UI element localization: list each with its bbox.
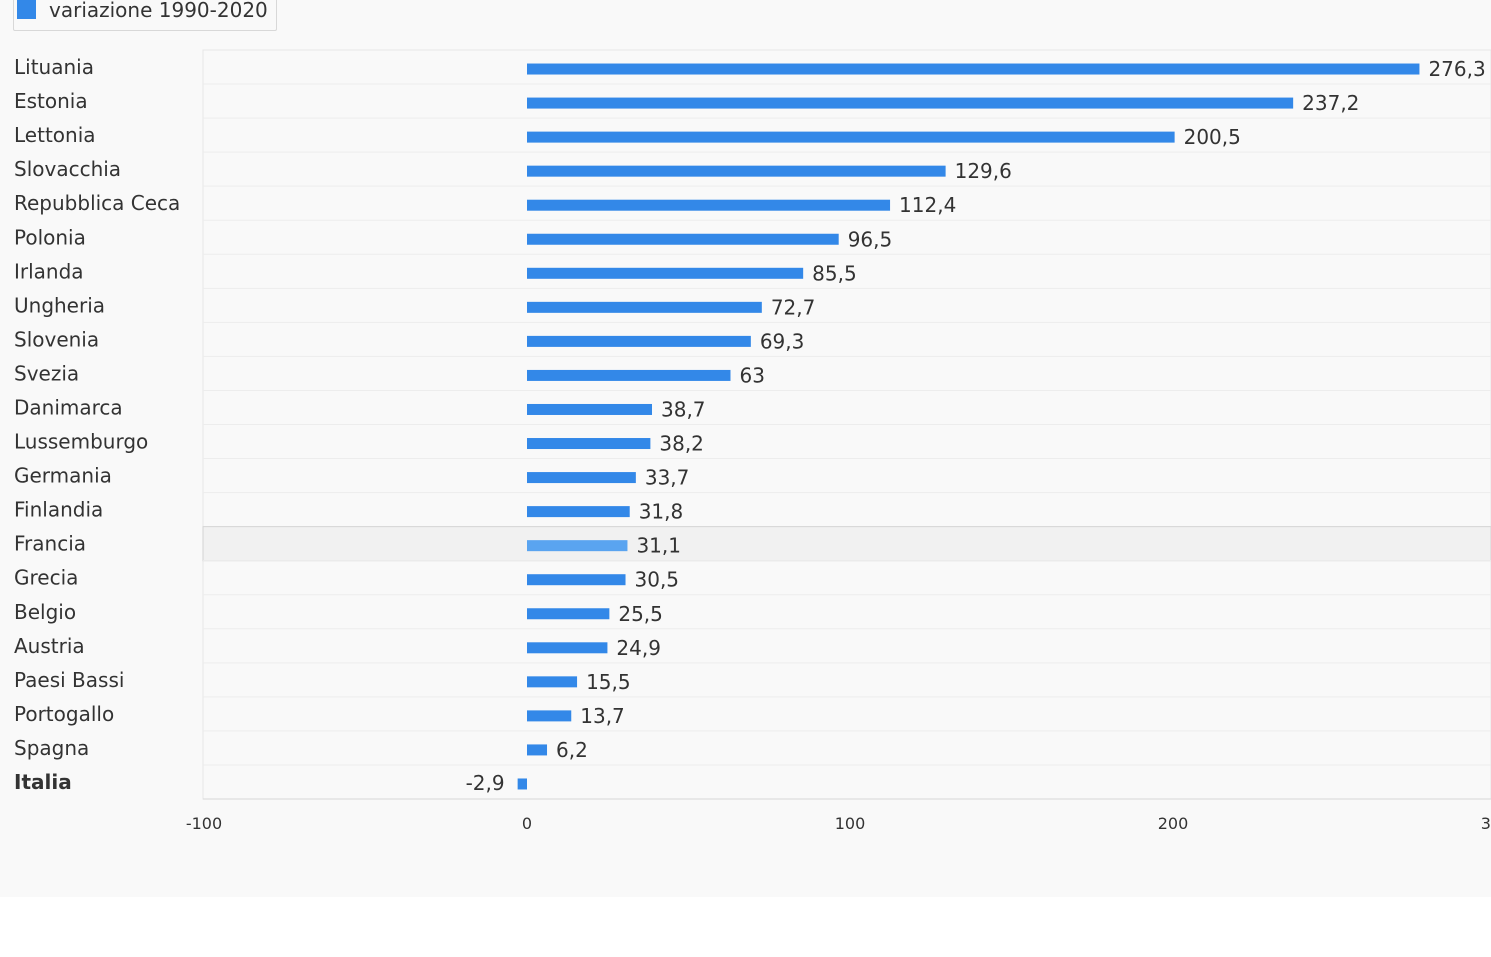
value-label: 69,3 [760, 329, 805, 353]
bar-austria [527, 642, 608, 654]
x-tick-label: 100 [835, 814, 866, 833]
value-label: 33,7 [645, 466, 690, 490]
bar-lituania [527, 63, 1420, 75]
category-label: Lituania [14, 55, 94, 79]
category-label: Lettonia [14, 123, 96, 147]
category-label: Finlandia [14, 498, 103, 522]
bar-paesi-bassi [527, 676, 578, 688]
value-label: 15,5 [586, 670, 631, 694]
value-label: 237,2 [1302, 91, 1359, 115]
category-label: Repubblica Ceca [14, 191, 180, 215]
bar-grecia [527, 574, 626, 586]
value-label: 31,1 [636, 534, 681, 558]
x-tick-label: -100 [186, 814, 222, 833]
legend-label: variazione 1990-2020 [49, 0, 268, 22]
bar-lussemburgo [527, 438, 651, 450]
category-label: Italia [14, 770, 72, 794]
category-label: Spagna [14, 736, 89, 760]
category-label: Lussemburgo [14, 430, 148, 454]
value-label: -2,9 [466, 771, 505, 795]
value-label: 24,9 [616, 636, 661, 660]
bar-ungheria [527, 301, 762, 313]
value-label: 25,5 [618, 602, 663, 626]
x-tick-label: 200 [1158, 814, 1189, 833]
value-label: 38,7 [661, 397, 706, 421]
bar-polonia [527, 233, 839, 245]
value-label: 276,3 [1428, 57, 1485, 81]
value-label: 30,5 [635, 568, 680, 592]
category-label: Portogallo [14, 702, 114, 726]
category-label: Irlanda [14, 259, 84, 283]
value-label: 129,6 [955, 159, 1012, 183]
bar-danimarca [527, 403, 653, 415]
category-label: Belgio [14, 600, 76, 624]
value-label: 112,4 [899, 193, 956, 217]
x-tick-label: 0 [522, 814, 532, 833]
category-label: Germania [14, 464, 112, 488]
bar-chart: Lituania 276,3 Estonia 237,2 Lettonia 200,5 Sl… [14, 49, 1491, 833]
bar-finlandia [527, 506, 630, 518]
value-label: 31,8 [639, 500, 684, 524]
bar-francia [527, 540, 628, 552]
bar-slovenia [527, 335, 751, 347]
bar-belgio [527, 608, 610, 620]
row-highlight [202, 526, 1491, 562]
category-label: Polonia [14, 225, 86, 249]
value-label: 63 [739, 363, 764, 387]
bar-portogallo [527, 710, 572, 722]
category-label: Slovenia [14, 327, 99, 351]
bar-lettonia [527, 131, 1175, 143]
bar-estonia [527, 97, 1294, 109]
value-label: 13,7 [580, 704, 625, 728]
legend-swatch [17, 0, 36, 19]
chart-container: Lituania 276,3 Estonia 237,2 Lettonia 200,5 Sl… [13, 0, 1491, 833]
value-label: 85,5 [812, 261, 857, 285]
category-label: Paesi Bassi [14, 668, 124, 692]
bar-svezia [527, 369, 731, 381]
bar-slovacchia [527, 165, 946, 177]
bar-repubblica-ceca [527, 199, 891, 211]
category-label: Danimarca [14, 395, 123, 419]
bar-italia [517, 778, 527, 790]
legend[interactable]: variazione 1990-2020 [13, 0, 277, 31]
value-label: 96,5 [848, 227, 893, 251]
bar-spagna [527, 744, 548, 756]
x-tick-label: 300 [1481, 814, 1491, 833]
bar-germania [527, 472, 636, 484]
value-label: 38,2 [659, 432, 704, 456]
category-label: Slovacchia [14, 157, 121, 181]
bar-irlanda [527, 267, 804, 279]
category-label: Estonia [14, 89, 88, 113]
value-label: 72,7 [771, 295, 816, 319]
category-label: Svezia [14, 361, 79, 385]
category-label: Ungheria [14, 293, 105, 317]
category-label: Francia [14, 532, 86, 556]
value-label: 6,2 [556, 738, 588, 762]
category-label: Austria [14, 634, 85, 658]
value-label: 200,5 [1184, 125, 1241, 149]
category-label: Grecia [14, 566, 78, 590]
